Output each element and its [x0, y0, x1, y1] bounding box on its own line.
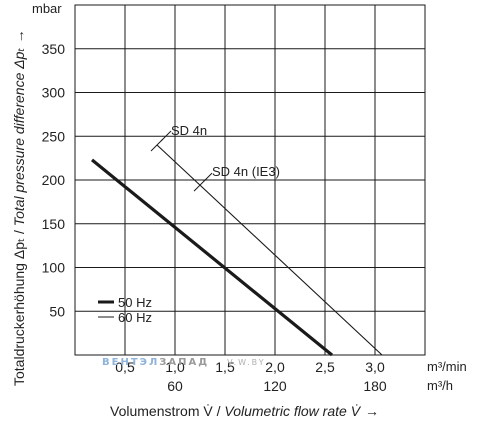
curve-label-sd4n-ie3: SD 4n (IE3) [212, 164, 280, 179]
x-tick-label-primary: 2,5 [315, 359, 335, 375]
x-axis-title-italic: Volumetric flow rate V̇ [224, 403, 361, 419]
x-tick-label-primary: 1,5 [215, 359, 235, 375]
legend-label-50hz: 50 Hz [118, 295, 152, 310]
y-tick-label: 350 [42, 41, 66, 57]
y-tick-label: 150 [42, 216, 66, 232]
y-tick-label: 50 [49, 303, 65, 319]
x-axis-title: Volumenstrom V̇ / Volumetric flow rate V… [110, 403, 379, 419]
y-axis-title: Totaldruckerhöhung Δpₜ / Total pressure … [11, 29, 27, 386]
watermark: ВЕНТЭЛЗАПАД V.W.BY [102, 357, 266, 368]
y-tick-label: 300 [42, 85, 66, 101]
x-tick-label-secondary: 60 [167, 378, 183, 394]
y-axis-title-plain: Totaldruckerhöhung Δpₜ / [11, 226, 27, 386]
tick-labels: 50 100 150 200 250 300 350 0,5 1,0 1,5 2,0 2,5 3,0 60… [42, 41, 387, 394]
y-tick-label: 250 [42, 128, 66, 144]
series-line-50-hz [90, 158, 334, 357]
x-tick-label-primary: 1,0 [165, 359, 185, 375]
y-tick-label: 100 [42, 260, 66, 276]
curve-label-sd4n: SD 4n [171, 123, 207, 138]
y-tick-label: 200 [42, 172, 66, 188]
label-connector-sd4n [160, 130, 172, 142]
grid [74, 4, 426, 356]
x-unit-primary: m³/min [427, 359, 467, 374]
series-group [90, 144, 383, 357]
x-tick-label-primary: 0,5 [115, 359, 135, 375]
y-axis-title-arrow: → [11, 29, 27, 43]
x-unit-secondary: m³/h [427, 378, 453, 393]
legend-label-60hz: 60 Hz [118, 310, 152, 325]
curve-labels: SD 4n SD 4n (IE3) [150, 123, 280, 192]
x-axis-title-plain: Volumenstrom V̇ / [110, 403, 224, 419]
x-axis-title-arrow: → [365, 403, 379, 419]
watermark-part3: V.W.BY [227, 358, 265, 367]
watermark-part2: ЗАПАД [159, 357, 209, 368]
label-connector-sd4n-ie3 [203, 172, 213, 182]
x-tick-label-primary: 2,0 [265, 359, 285, 375]
watermark-part1: ВЕНТЭЛ [102, 357, 159, 368]
x-tick-label-secondary: 180 [363, 378, 387, 394]
y-unit-label: mbar [32, 1, 62, 16]
y-axis-title-italic: Total pressure difference Δpₜ [11, 47, 27, 226]
x-tick-label-secondary: 120 [263, 378, 287, 394]
legend: 50 Hz 60 Hz [98, 295, 152, 325]
x-tick-label-primary: 3,0 [365, 359, 385, 375]
series-line-60-hz [156, 144, 383, 356]
